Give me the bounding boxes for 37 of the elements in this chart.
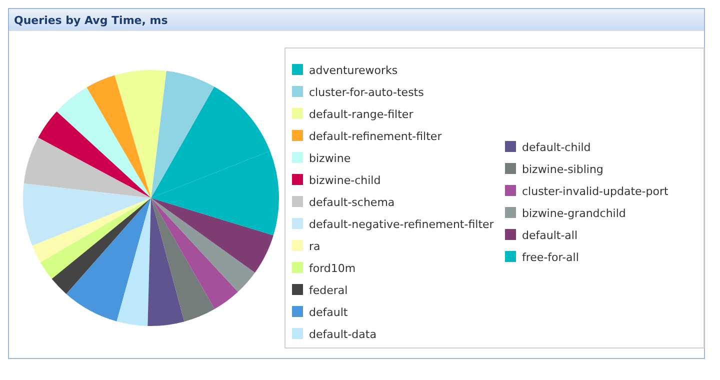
legend-label: bizwine-child <box>309 174 381 187</box>
legend-label: adventureworks <box>309 64 398 77</box>
pie-slice <box>40 198 151 279</box>
legend-label: default-schema <box>309 196 395 209</box>
legend-label: ford10m <box>309 262 356 275</box>
legend-label: default <box>309 306 348 319</box>
pie-slice <box>148 198 184 326</box>
pie-slice <box>86 75 151 198</box>
pie-slice <box>151 198 238 310</box>
legend-label: default-all <box>522 229 578 242</box>
legend-label: default-child <box>522 141 591 154</box>
pie-slice <box>23 183 151 246</box>
pie-slice <box>114 70 166 198</box>
pie-slice <box>52 198 151 294</box>
pie-slice <box>151 198 215 322</box>
legend-label: federal <box>309 284 348 297</box>
pie-slice <box>116 198 151 326</box>
chart-title: Queries by Avg Time, ms <box>14 14 168 27</box>
pie-slice <box>151 198 255 292</box>
legend-label: default-data <box>309 328 376 341</box>
legend-label: ra <box>309 240 320 253</box>
pie-slice <box>151 70 214 198</box>
legend-label: free-for-all <box>522 251 579 264</box>
legend-label: cluster-for-auto-tests <box>309 86 424 99</box>
legend-label: default-refinement-filter <box>309 130 442 143</box>
pie-slice <box>24 138 151 198</box>
legend-label: default-negative-refinement-filter <box>309 218 494 231</box>
legend-label: cluster-invalid-update-port <box>522 185 669 198</box>
pie-slice <box>38 111 151 198</box>
pie-slice <box>151 198 274 273</box>
pie-slice <box>32 198 151 262</box>
legend-label: bizwine-sibling <box>522 163 604 176</box>
pie-slice <box>56 87 151 198</box>
legend-label: bizwine-grandchild <box>522 207 626 220</box>
legend-label: bizwine <box>309 152 351 165</box>
legend-label: default-range-filter <box>309 108 414 121</box>
pie-slice <box>66 198 151 322</box>
